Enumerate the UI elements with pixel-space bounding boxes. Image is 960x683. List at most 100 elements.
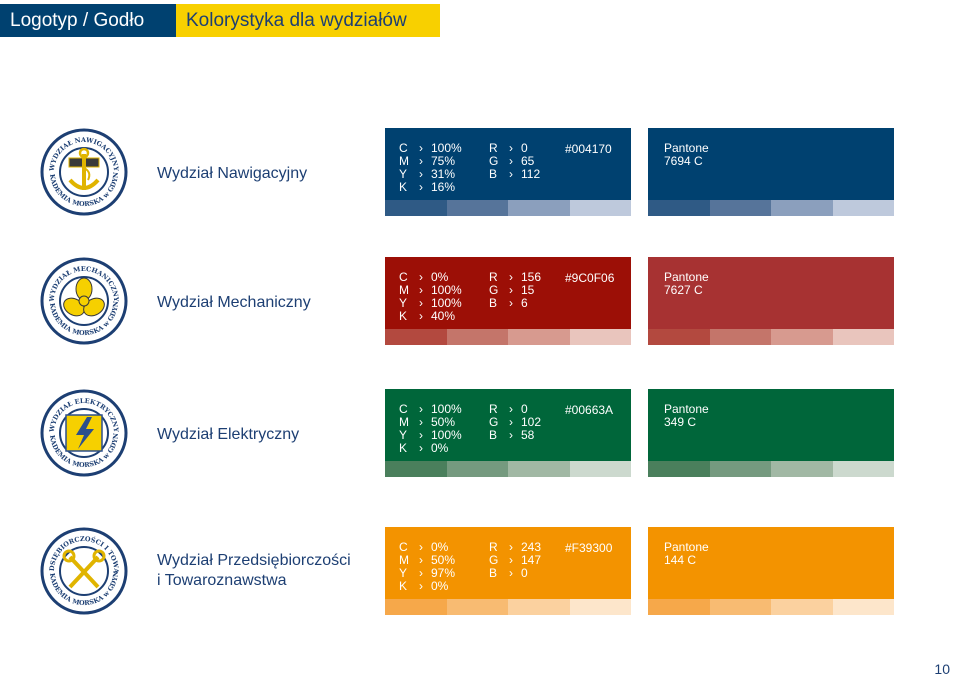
arrow-icon: ›: [419, 180, 423, 194]
rgb-value: 243: [521, 540, 542, 554]
rgb-label: B: [489, 566, 498, 580]
cmyk-value: 50%: [431, 415, 456, 429]
header-title-kolorystyka: Kolorystyka dla wydziałów: [176, 4, 440, 37]
header-title-logotyp: Logotyp / Godło: [0, 4, 176, 37]
page-number: 10: [934, 661, 950, 677]
pantone-label: Pantone 349 C: [664, 403, 709, 429]
rgb-value: 0: [521, 566, 528, 580]
hex-code: #9C0F06: [565, 271, 615, 285]
color-swatch-process: C › 100% M › 75% Y › 31% K › 16% R › 0 G › 65 B › 112 #0041…: [385, 128, 631, 200]
arrow-icon: ›: [419, 402, 423, 416]
rgb-label: B: [489, 428, 498, 442]
cmyk-label: Y: [399, 296, 408, 310]
tint-swatch: [446, 599, 508, 615]
rgb-label: R: [489, 540, 498, 554]
cmyk-label: K: [399, 309, 408, 323]
cmyk-label: C: [399, 540, 408, 554]
department-name-line: Wydział Przedsiębiorczości: [157, 552, 351, 569]
cmyk-label: M: [399, 154, 409, 168]
cmyk-value: 100%: [431, 402, 462, 416]
tint-swatch: [648, 200, 710, 216]
department-name: Wydział Nawigacyjny: [157, 164, 307, 184]
color-swatch-pantone: Pantone 7694 C: [648, 128, 894, 200]
tint-swatch: [385, 461, 447, 477]
color-swatch-pantone: Pantone 7627 C: [648, 257, 894, 329]
cmyk-value: 75%: [431, 154, 456, 168]
arrow-icon: ›: [509, 270, 513, 284]
tint-swatch: [771, 461, 833, 477]
cmyk-value: 0%: [431, 270, 449, 284]
rgb-label: R: [489, 270, 498, 284]
arrow-icon: ›: [509, 402, 513, 416]
cmyk-label: Y: [399, 428, 408, 442]
tint-swatch: [771, 329, 833, 345]
cmyk-label: K: [399, 579, 408, 593]
cmyk-label: C: [399, 270, 408, 284]
cmyk-label: K: [399, 441, 408, 455]
arrow-icon: ›: [419, 579, 423, 593]
rgb-value: 58: [521, 428, 535, 442]
cmyk-label: Y: [399, 566, 408, 580]
cmyk-label: M: [399, 283, 409, 297]
tint-swatch: [569, 599, 631, 615]
pantone-code: 7694 C: [664, 154, 703, 168]
tint-swatch: [648, 461, 710, 477]
tint-swatch: [709, 200, 771, 216]
tint-strip-pantone: [648, 200, 894, 216]
tint-swatch: [508, 200, 570, 216]
color-swatch-process: C › 0% M › 50% Y › 97% K › 0% R › 243 G › 147 B › 0 #F39300: [385, 527, 631, 599]
arrow-icon: ›: [509, 566, 513, 580]
tint-strip-pantone: [648, 329, 894, 345]
tint-swatch: [446, 200, 508, 216]
department-name-line: i Towaroznawstwa: [157, 572, 287, 589]
tint-strip-pantone: [648, 461, 894, 477]
page-header: Logotyp / Godło Kolorystyka dla wydziałó…: [0, 4, 440, 37]
pantone-word: Pantone: [664, 141, 709, 155]
rgb-label: R: [489, 141, 498, 155]
rgb-label: G: [489, 553, 499, 567]
arrow-icon: ›: [419, 154, 423, 168]
department-name-line: Wydział Elektryczny: [157, 426, 300, 443]
pantone-word: Pantone: [664, 270, 709, 284]
rgb-label: B: [489, 167, 498, 181]
arrow-icon: ›: [509, 415, 513, 429]
arrow-icon: ›: [419, 540, 423, 554]
department-name: Wydział Przedsiębiorczości i Towaroznawst…: [157, 551, 351, 591]
cmyk-value: 0%: [431, 441, 449, 455]
pantone-code: 144 C: [664, 553, 697, 567]
cmyk-values: C › 100% M › 75% Y › 31% K › 16%: [399, 142, 462, 194]
tint-swatch: [508, 461, 570, 477]
tint-swatch: [832, 200, 894, 216]
color-swatch-pantone: Pantone 349 C: [648, 389, 894, 461]
arrow-icon: ›: [509, 540, 513, 554]
tint-strip-process: [385, 461, 631, 477]
pantone-word: Pantone: [664, 402, 709, 416]
tint-strip-process: [385, 200, 631, 216]
rgb-label: G: [489, 283, 499, 297]
department-name-line: Wydział Nawigacyjny: [157, 165, 308, 182]
tint-swatch: [385, 599, 447, 615]
cmyk-label: M: [399, 553, 409, 567]
cmyk-value: 100%: [431, 296, 462, 310]
rgb-value: 0: [521, 402, 528, 416]
tint-swatch: [508, 329, 570, 345]
tint-swatch: [648, 599, 710, 615]
cmyk-value: 97%: [431, 566, 456, 580]
department-row: WYDZIAŁ PRZEDSIĘBIORCZOŚCI I TOWAROZNAWS…: [0, 521, 960, 615]
tint-swatch: [569, 200, 631, 216]
cmyk-label: M: [399, 415, 409, 429]
rgb-value: 156: [521, 270, 542, 284]
tint-swatch: [832, 329, 894, 345]
rgb-value: 15: [521, 283, 535, 297]
rgb-label: B: [489, 296, 498, 310]
tint-strip-pantone: [648, 599, 894, 615]
cmyk-value: 0%: [431, 540, 449, 554]
hex-code: #00663A: [565, 403, 614, 417]
arrow-icon: ›: [419, 270, 423, 284]
rgb-values: R › 156 G › 15 B › 6: [489, 271, 541, 310]
tint-swatch: [771, 599, 833, 615]
